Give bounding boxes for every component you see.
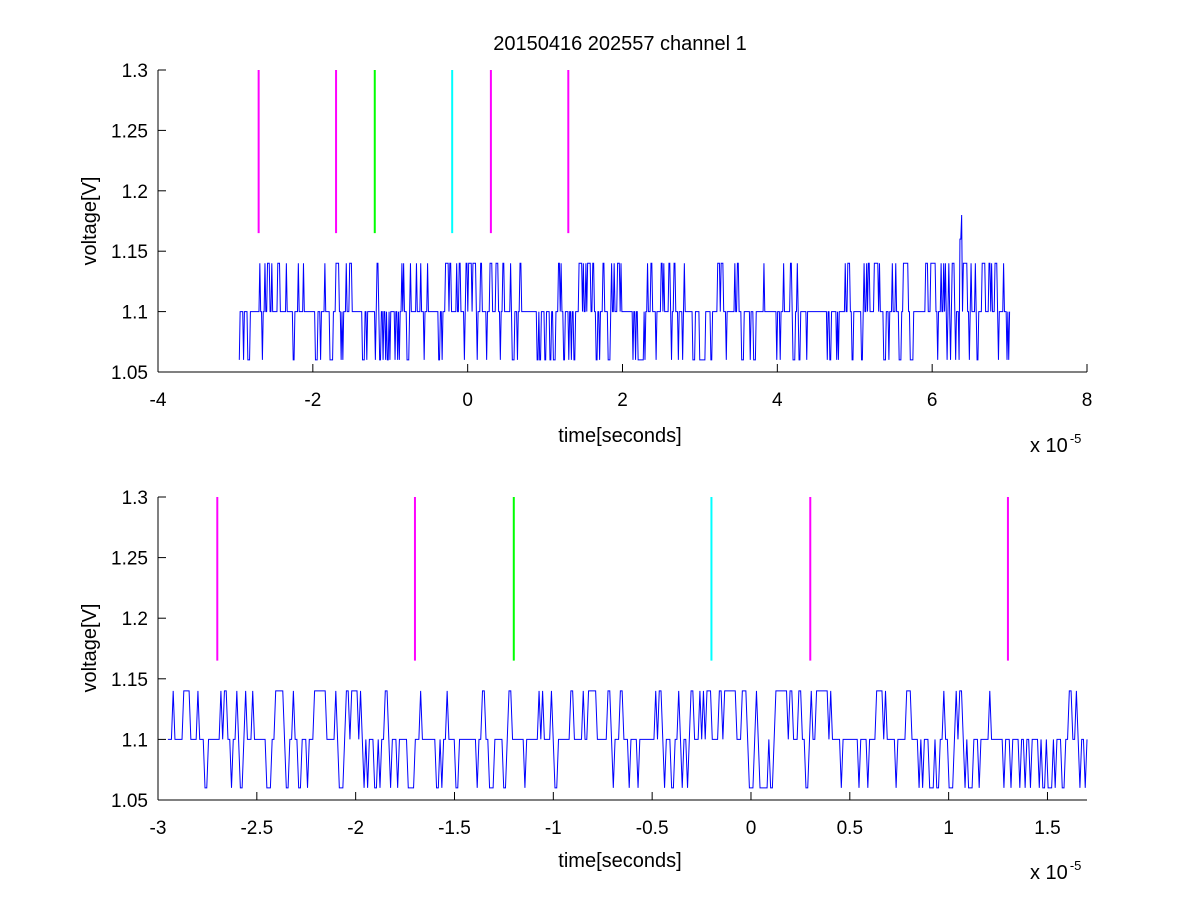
top-y-tick-label: 1.3 [122, 61, 148, 82]
top-x-multiplier-base: x 10 [1030, 435, 1068, 457]
top-x-multiplier: x 10 -5 [1030, 431, 1081, 457]
bot-x-tick-label: -1 [545, 818, 562, 839]
top-x-tick-label: 2 [617, 390, 628, 411]
bot-y-tick-label: 1.05 [111, 791, 148, 812]
top-x-axis-label: time[seconds] [558, 425, 681, 447]
bottom-x-multiplier-exponent: -5 [1070, 858, 1082, 873]
top-y-axis-label: voltage[V] [79, 177, 101, 266]
bottom-axes [157, 497, 1087, 801]
bot-x-tick-label: -2 [347, 818, 364, 839]
bot-x-tick-label: -0.5 [636, 818, 669, 839]
top-x-tick-label: -4 [150, 390, 167, 411]
bottom-plot-area [167, 497, 1088, 789]
bottom-y-ticks: 1.05 1.1 1.15 1.2 1.25 1.3 [111, 488, 166, 812]
top-series-trace [238, 214, 1011, 361]
top-x-tick-label: 8 [1082, 390, 1093, 411]
bot-signal-line [167, 690, 1088, 789]
top-plot-title: 20150416 202557 channel 1 [493, 33, 747, 55]
bot-x-tick-label: -3 [150, 818, 167, 839]
bottom-series-trace [167, 690, 1088, 789]
bottom-x-ticks: -3 -2.5 -2 -1.5 -1 -0.5 0 0.5 1 1.5 [150, 792, 1061, 839]
bot-y-tick-label: 1.15 [111, 670, 148, 691]
top-y-tick-label: 1.2 [122, 182, 148, 203]
bottom-plot: -3 -2.5 -2 -1.5 -1 -0.5 0 0.5 1 1.5 1.051.11.151.… [79, 488, 1088, 884]
top-plot: 20150416 202557 channel 1 -4 -2 0 2 4 6 8 1.05… [79, 33, 1092, 457]
bot-x-tick-label: 0.5 [837, 818, 863, 839]
top-y-ticks: 1.05 1.1 1.15 1.2 1.25 1.3 [111, 61, 166, 384]
top-x-tick-label: 4 [772, 390, 783, 411]
bot-x-tick-label: -1.5 [438, 818, 471, 839]
bot-x-tick-label: 1.5 [1034, 818, 1060, 839]
bot-x-tick-label: -2.5 [240, 818, 273, 839]
bot-y-tick-label: 1.3 [122, 488, 148, 509]
bottom-x-axis-label: time[seconds] [558, 850, 681, 872]
bot-x-tick-label: 1 [943, 818, 954, 839]
bot-x-tick-label: 0 [746, 818, 757, 839]
top-y-tick-label: 1.15 [111, 242, 148, 263]
top-x-ticks: -4 -2 0 2 4 6 8 [150, 364, 1093, 411]
top-event-markers [257, 70, 570, 234]
top-y-tick-label: 1.05 [111, 363, 148, 384]
bottom-x-multiplier: x 10 -5 [1030, 858, 1081, 884]
bot-y-tick-label: 1.2 [122, 609, 148, 630]
top-x-tick-label: 6 [927, 390, 938, 411]
top-plot-area [238, 70, 1011, 361]
bottom-event-markers [216, 497, 1009, 661]
top-x-tick-label: 0 [462, 390, 473, 411]
top-x-multiplier-exponent: -5 [1070, 431, 1082, 446]
top-y-tick-label: 1.1 [122, 303, 148, 324]
bot-y-tick-label: 1.25 [111, 549, 148, 570]
top-y-tick-label: 1.25 [111, 121, 148, 142]
bot-y-tick-label: 1.1 [122, 730, 148, 751]
bottom-y-axis-label: voltage[V] [79, 604, 101, 693]
top-x-tick-label: -2 [304, 390, 321, 411]
bottom-x-multiplier-base: x 10 [1030, 862, 1068, 884]
top-signal-line [238, 214, 1011, 361]
